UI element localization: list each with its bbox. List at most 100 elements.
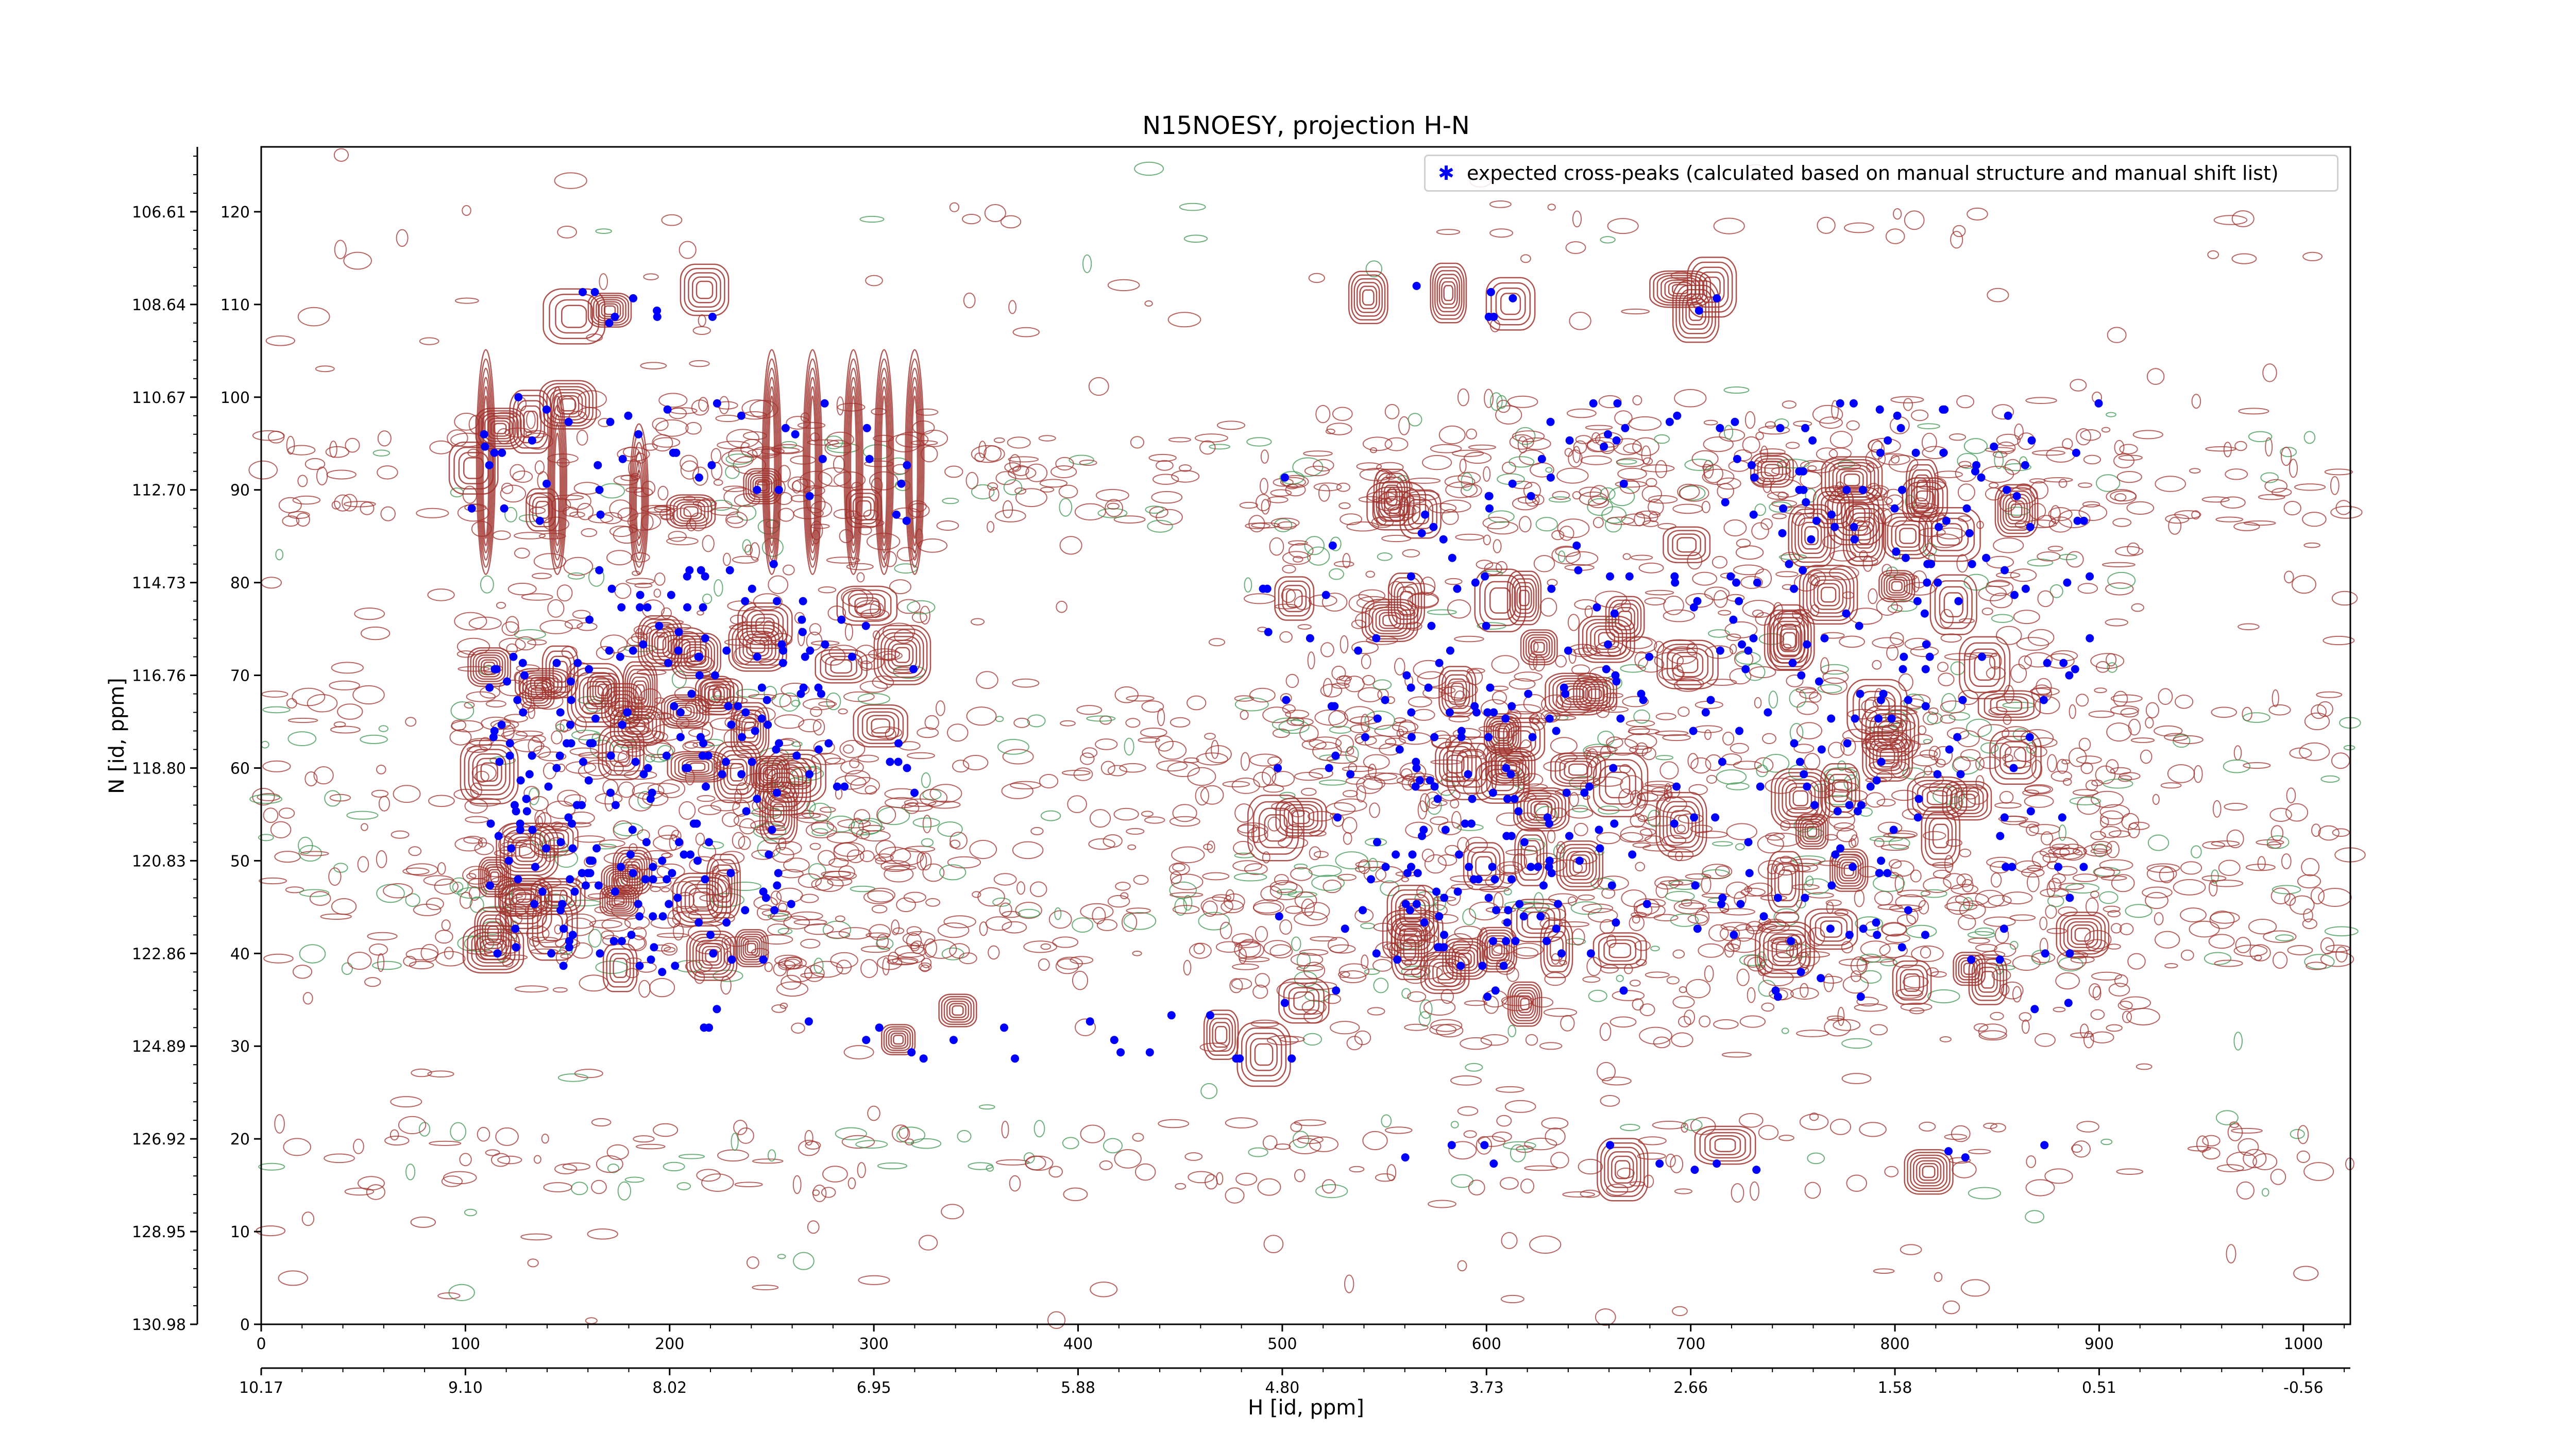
cross-peak-point [1373, 714, 1382, 723]
cross-peak-point [1381, 696, 1389, 704]
noise-contour [1977, 724, 2010, 742]
noise-contour [344, 1187, 375, 1196]
noise-contour [1735, 843, 1745, 851]
noise-contour [577, 502, 594, 520]
noise-contour [1600, 487, 1616, 500]
noise-contour [2107, 910, 2121, 918]
noise-contour [1645, 589, 1674, 596]
cross-peak-point [1673, 411, 1682, 420]
streak-contour [850, 395, 857, 539]
noise-contour [1846, 1174, 1867, 1192]
streak-contour [554, 432, 561, 539]
noise-contour [1235, 1172, 1258, 1186]
cross-peak-point [753, 485, 761, 494]
noise-contour [411, 1068, 432, 1077]
noise-contour [1595, 591, 1628, 608]
cross-peak-point [1457, 727, 1466, 735]
noise-contour [330, 726, 361, 734]
noise-contour [1107, 895, 1130, 908]
cross-peak-point [1565, 436, 1574, 445]
peak-contour [1996, 699, 2023, 712]
peak-contour [626, 669, 654, 716]
noise-contour [1874, 838, 1885, 848]
noise-contour [1282, 565, 1296, 574]
noise-contour [576, 430, 588, 446]
peak-contour [1939, 586, 1968, 624]
noise-contour [875, 840, 896, 858]
peak-contour [1924, 512, 1975, 557]
noise-contour [1673, 678, 1702, 692]
noise-contour [329, 680, 360, 690]
noise-contour [2101, 427, 2111, 433]
noise-contour [720, 851, 745, 865]
noise-contour [2235, 937, 2251, 953]
noise-contour [2248, 919, 2277, 935]
noise-contour [1632, 998, 1644, 1011]
cross-peak-point [1507, 702, 1516, 711]
noise-contour [1782, 400, 1797, 409]
noise-contour [1723, 519, 1747, 536]
noise-contour [1820, 677, 1848, 695]
noise-contour [912, 817, 940, 828]
peak-contour [1840, 470, 1864, 490]
cross-peak-point [903, 764, 911, 772]
peak-contour [1514, 989, 1536, 1019]
noise-contour [2302, 918, 2317, 930]
noise-contour [1548, 893, 1578, 904]
cross-peak-point [514, 875, 522, 884]
peak-contour [680, 503, 702, 519]
noise-contour [555, 723, 565, 732]
noise-contour [2103, 905, 2121, 913]
peak-contour [583, 681, 608, 710]
noise-contour [732, 555, 759, 564]
noise-contour [567, 822, 592, 828]
noise-contour [1033, 1120, 1045, 1138]
peak-contour [1559, 844, 1600, 887]
noise-contour [1570, 901, 1602, 915]
noise-contour [2320, 951, 2354, 967]
noise-contour [557, 789, 581, 807]
noise-contour [1663, 609, 1696, 622]
cross-peak-point [1564, 646, 1572, 655]
noise-contour [1629, 980, 1641, 987]
noise-contour [782, 564, 795, 576]
cross-peak-point [1953, 733, 1962, 742]
noise-contour [692, 466, 708, 486]
peak-contour [1250, 1038, 1278, 1071]
peak-contour [736, 931, 767, 965]
noise-contour [1902, 975, 1929, 988]
noise-contour [1126, 828, 1145, 835]
noise-contour [733, 1120, 748, 1135]
noise-contour [1533, 555, 1555, 572]
noise-contour [884, 866, 914, 883]
peak-contour [624, 665, 656, 720]
noise-contour [1274, 518, 1293, 532]
x-index-tick-label: 300 [859, 1335, 889, 1353]
cross-peak-point [1527, 863, 1535, 871]
noise-contour [1216, 420, 1246, 430]
streak-contour [878, 377, 890, 553]
peak-contour [1518, 995, 1532, 1013]
noise-contour [2318, 888, 2352, 907]
peak-contour [472, 753, 506, 791]
noise-contour [750, 542, 760, 561]
noise-contour [2090, 890, 2099, 898]
noise-contour [546, 800, 575, 819]
peak-contour [857, 707, 904, 744]
noise-contour [1330, 1021, 1360, 1035]
peak-contour [472, 652, 506, 682]
cross-peak-point [512, 807, 520, 816]
noise-contour [698, 314, 706, 327]
cross-peak-point [1713, 294, 1721, 302]
cross-peak-point [2025, 733, 2034, 742]
noise-contour [331, 662, 364, 674]
noise-contour [1721, 1052, 1752, 1058]
noise-contour [717, 1149, 749, 1162]
noise-contour [614, 583, 632, 599]
noise-contour [1676, 824, 1686, 833]
noise-contour [428, 795, 455, 807]
noise-contour [420, 943, 439, 962]
noise-contour [815, 876, 844, 892]
noise-contour [2111, 923, 2122, 934]
noise-contour [377, 430, 392, 447]
